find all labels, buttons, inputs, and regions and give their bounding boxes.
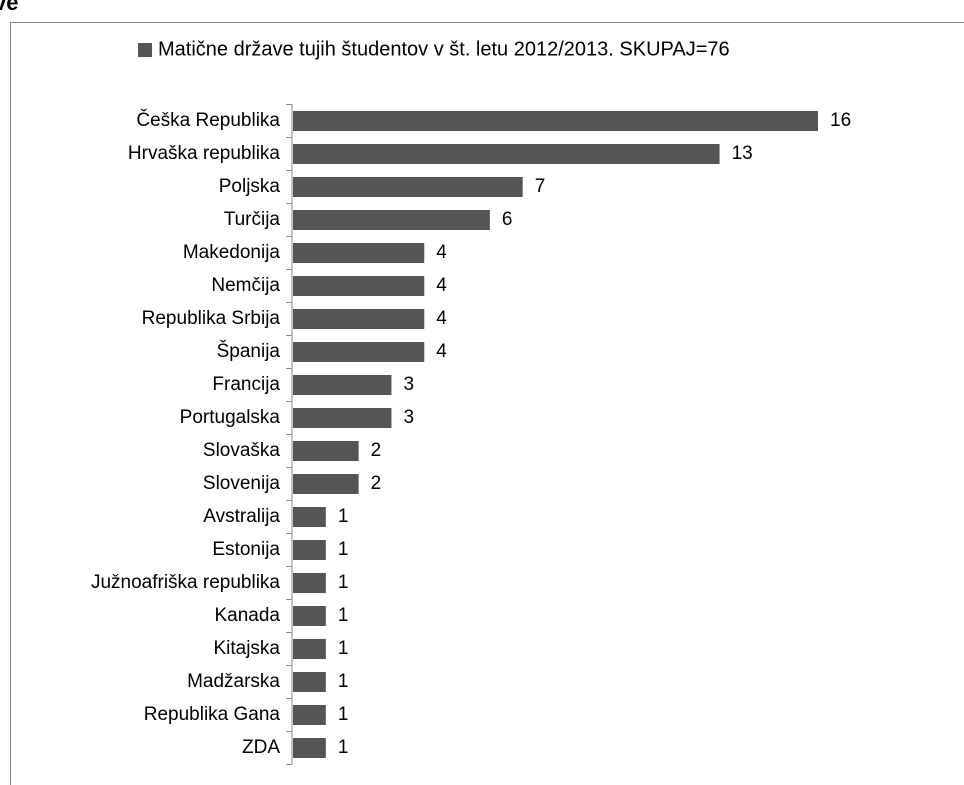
category-label: Estonija: [212, 539, 280, 560]
bar: [293, 474, 359, 494]
data-label: 3: [403, 374, 414, 395]
category-label: Nemčija: [211, 275, 280, 296]
category-label: Turčija: [224, 209, 281, 230]
bar: [293, 276, 425, 296]
category-label: Hrvaška republika: [128, 143, 280, 164]
category-label: Portugalska: [180, 407, 281, 428]
category-label: Republika Srbija: [142, 308, 281, 329]
category-label: Francija: [212, 374, 280, 395]
category-label: Kanada: [214, 605, 280, 626]
bar: [293, 540, 326, 560]
category-label: Južnoafriška republika: [91, 572, 280, 593]
heading: ve: [0, 0, 18, 15]
bar: [293, 573, 326, 593]
data-label: 1: [338, 506, 349, 527]
data-label: 4: [436, 242, 447, 263]
bar: [293, 309, 425, 329]
bar: [293, 672, 326, 692]
data-label: 2: [371, 473, 382, 494]
category-label: Poljska: [219, 176, 281, 197]
data-label: 7: [535, 176, 546, 197]
data-label: 16: [830, 110, 851, 131]
data-label: 2: [371, 440, 382, 461]
data-label: 1: [338, 572, 349, 593]
bar: [293, 210, 490, 230]
data-label: 1: [338, 638, 349, 659]
data-label: 1: [338, 737, 349, 758]
data-label: 1: [338, 704, 349, 725]
data-label: 1: [338, 605, 349, 626]
data-label: 4: [436, 341, 447, 362]
bar: [293, 177, 523, 197]
category-label: Španija: [217, 340, 281, 362]
data-label: 3: [403, 407, 414, 428]
bar: [293, 441, 359, 461]
category-label: Makedonija: [183, 242, 281, 263]
bar: [293, 408, 392, 428]
category-label: Republika Gana: [144, 704, 281, 725]
bar: [293, 144, 720, 164]
bar: [293, 507, 326, 527]
bar: [293, 375, 392, 395]
category-label: Avstralija: [203, 506, 280, 527]
bar: [293, 738, 326, 758]
bar: [293, 606, 326, 626]
data-label: 4: [436, 308, 447, 329]
data-label: 6: [502, 209, 513, 230]
data-label: 1: [338, 671, 349, 692]
category-label: ZDA: [242, 737, 280, 758]
bar: [293, 243, 425, 263]
bar: [293, 342, 425, 362]
category-label: Kitajska: [213, 638, 280, 659]
bar: [293, 639, 326, 659]
category-label: Slovaška: [203, 440, 281, 461]
data-label: 1: [338, 539, 349, 560]
category-label: Češka Republika: [136, 109, 280, 131]
category-label: Slovenija: [203, 473, 281, 494]
data-label: 13: [732, 143, 753, 164]
data-label: 4: [436, 275, 447, 296]
bar: [293, 111, 818, 131]
legend-label: Matične države tujih študentov v št. let…: [158, 38, 730, 60]
chart-frame: [10, 22, 964, 785]
category-label: Madžarska: [187, 671, 280, 692]
legend-swatch: [138, 43, 152, 57]
bar: [293, 705, 326, 725]
